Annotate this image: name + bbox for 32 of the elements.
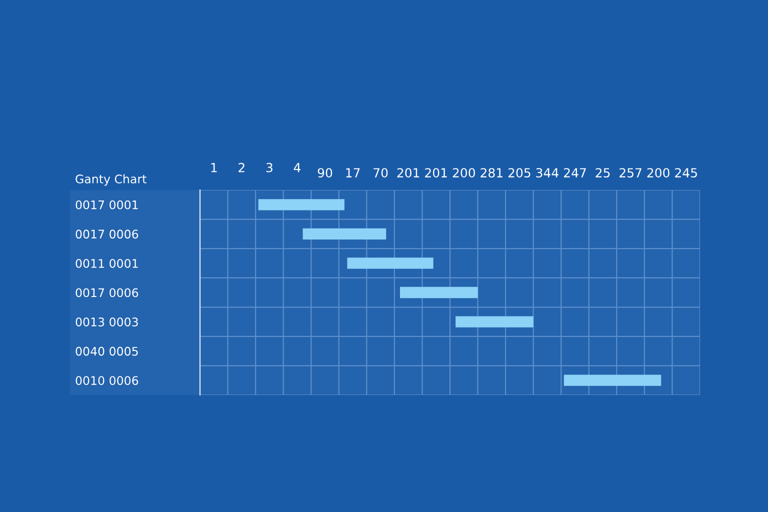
x-tick-label: 3 — [266, 162, 272, 172]
y-tick-label: 0040 0005 — [76, 346, 138, 356]
y-tick-label: 0017 0006 — [76, 288, 138, 298]
bar — [302, 228, 386, 240]
x-tick-label: 1 — [211, 163, 217, 172]
y-tick-label: 0017 0006 — [76, 230, 138, 239]
text: 201 — [397, 168, 420, 178]
chart-title: Ganty Chart — [76, 174, 146, 186]
y-tick-label: 0010 0006 — [76, 376, 138, 386]
text: 247 — [564, 168, 586, 178]
text: 205 — [508, 168, 530, 178]
text: 25 — [596, 168, 610, 178]
bar — [564, 374, 662, 386]
x-tick-label: 2 — [238, 162, 244, 172]
text: 90 — [318, 168, 332, 178]
text: 257 — [620, 168, 642, 178]
bar — [347, 258, 434, 269]
x-tick-label: 4 — [294, 163, 300, 172]
text: 281 — [480, 168, 502, 178]
text: 70 — [374, 168, 388, 178]
text: 245 — [675, 168, 697, 178]
bar — [456, 316, 534, 328]
bar — [400, 286, 478, 298]
y-tick-label: 0017 0001 — [76, 200, 138, 210]
bar — [258, 199, 344, 210]
text: 17 — [346, 168, 360, 178]
text: 201 — [425, 168, 447, 178]
y-tick-label: 0013 0003 — [76, 318, 138, 326]
text: 344 — [536, 168, 558, 178]
text: 200 — [647, 168, 670, 178]
text: 200 — [452, 168, 475, 178]
y-tick-label: 0011 0001 — [76, 258, 138, 268]
